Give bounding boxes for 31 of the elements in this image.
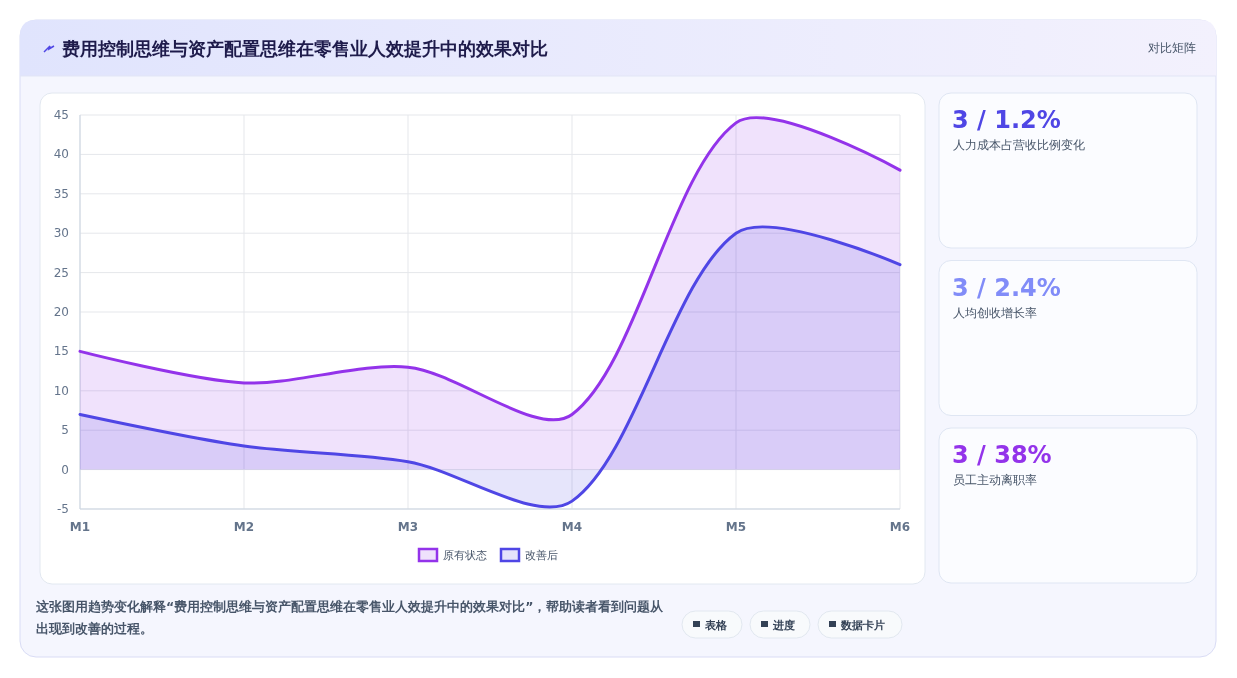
x-tick-label: M4 (561, 520, 583, 534)
y-tick-label: 40 (53, 147, 69, 162)
text: 对比矩阵 (1148, 41, 1196, 55)
legend-label: 原有状态 (443, 549, 487, 562)
y-tick-label: 15 (53, 344, 69, 359)
y-tick-label: 0 (61, 462, 69, 477)
y-tick-label: 20 (53, 305, 69, 319)
text: 人均创收增长率 (953, 305, 1037, 320)
y-tick-label: -5 (57, 502, 69, 516)
text: 进度 (772, 619, 795, 632)
text: 3 / 38% (952, 441, 1052, 469)
x-tick-label: M3 (397, 520, 419, 534)
text: 数据卡片 (840, 619, 885, 632)
chart-title: 费用控制思维与资产配置思维在零售业人效提升中的效果对比 (61, 38, 548, 59)
x-tick-label: M5 (725, 520, 747, 534)
text: 人力成本占营收比例变化 (953, 138, 1085, 152)
text: 3 / 1.2% (952, 106, 1061, 134)
y-tick-label: 35 (53, 186, 69, 201)
y-tick-label: 25 (53, 265, 69, 280)
y-tick-label: 10 (53, 383, 69, 398)
y-tick-label: 45 (53, 108, 69, 122)
text: 这张图用趋势变化解释“费用控制思维与资产配置思维在零售业人效提升中的效果对比”，帮助读者看到问题从出现到改善的过程。 (36, 598, 665, 638)
y-tick-label: 30 (53, 226, 69, 241)
text: 表格 (704, 619, 728, 632)
x-tick-label: M1 (69, 520, 91, 534)
text: 员工主动离职率 (953, 473, 1037, 487)
x-tick-label: M6 (889, 520, 911, 534)
x-tick-label: M2 (233, 520, 255, 534)
legend-label: 改善后 (525, 549, 558, 562)
y-tick-label: 5 (61, 423, 69, 438)
text: 3 / 2.4% (952, 273, 1061, 302)
